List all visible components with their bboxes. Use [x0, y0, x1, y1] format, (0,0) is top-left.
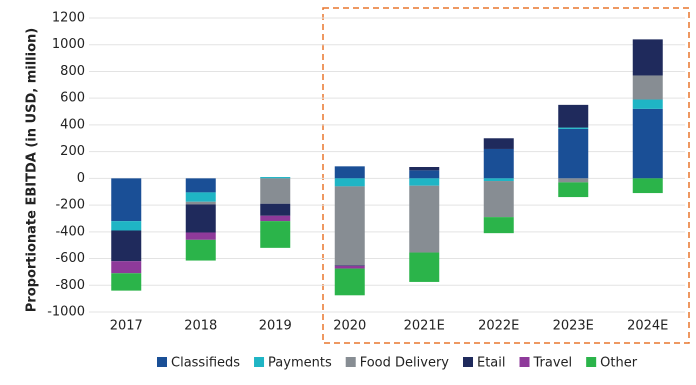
y-tick-label: 200	[60, 144, 85, 159]
legend-swatch	[519, 357, 530, 367]
bar-segment	[260, 221, 291, 248]
bar-segment	[260, 177, 291, 179]
bar-segment	[632, 108, 663, 179]
legend-swatch	[254, 357, 265, 367]
bar-segment	[185, 232, 216, 240]
bar-segment	[111, 273, 142, 291]
legend-label: Other	[600, 356, 638, 371]
legend-swatch	[586, 357, 597, 367]
x-tick-label: 2023E	[553, 319, 594, 334]
y-tick-label: 400	[60, 117, 85, 132]
bar-segment	[632, 75, 663, 100]
x-tick-label: 2020	[333, 319, 366, 334]
highlight-box	[322, 7, 690, 344]
bar-segment	[409, 170, 440, 179]
bar-segment	[111, 261, 142, 274]
y-tick-label: -600	[55, 251, 85, 266]
y-tick-label: 600	[60, 91, 85, 106]
legend-label: Payments	[268, 356, 332, 371]
legend-label: Food Delivery	[360, 356, 450, 371]
x-tick-label: 2021E	[404, 319, 445, 334]
x-tick-label: 2018	[184, 319, 217, 334]
legend-label: Classifieds	[171, 356, 240, 371]
y-tick-label: -1000	[47, 305, 85, 320]
bar-segment	[185, 239, 216, 261]
legend-swatch	[463, 357, 473, 367]
bar-segment	[185, 201, 216, 205]
bar-segment	[558, 127, 589, 129]
y-tick-label: -800	[55, 278, 85, 293]
bar-segment	[185, 178, 216, 193]
x-tick-label: 2017	[110, 319, 143, 334]
bar-segment	[632, 178, 663, 194]
y-tick-label: -400	[55, 224, 85, 239]
bar-segment	[334, 265, 365, 266]
bar-segment	[334, 178, 365, 187]
bar-segment	[483, 148, 514, 179]
bar-segment	[483, 178, 514, 182]
bar-segment	[111, 221, 142, 231]
y-tick-label: 1000	[52, 37, 85, 52]
y-axis-label: Proportionate EBITDA (in USD, million)	[25, 28, 40, 312]
x-tick-label: 2022E	[478, 319, 519, 334]
bar-segment	[260, 178, 291, 204]
bar-segment	[409, 167, 440, 171]
legend-swatch	[157, 357, 167, 367]
bar-segment	[260, 215, 291, 222]
bar-segment	[111, 230, 142, 262]
bar-segment	[483, 138, 514, 149]
bar-segment	[409, 252, 440, 282]
y-tick-label: 0	[77, 171, 85, 186]
bar-segment	[409, 178, 440, 186]
bar-segment	[483, 181, 514, 218]
bar-segment	[558, 178, 589, 183]
bar-segment	[260, 203, 291, 216]
bar-segment	[632, 99, 663, 109]
legend-swatch	[345, 357, 356, 367]
bar-segment	[409, 185, 440, 253]
bar-segment	[334, 268, 365, 296]
bar-segment	[558, 104, 589, 128]
y-tick-label: 800	[60, 64, 85, 79]
bar-segment	[334, 186, 365, 266]
bar-segment	[334, 265, 365, 269]
bar-segment	[632, 39, 663, 76]
x-tick-label: 2024E	[627, 319, 668, 334]
bar-segment	[558, 182, 589, 198]
legend-label: Travel	[533, 356, 573, 371]
y-tick-label: 1200	[52, 11, 85, 26]
x-tick-label: 2019	[259, 319, 292, 334]
bar-segment	[558, 128, 589, 179]
legend-label: Etail	[477, 356, 506, 371]
bar-segment	[185, 192, 216, 202]
y-tick-label: -200	[55, 198, 85, 213]
bar-segment	[111, 178, 142, 222]
bar-segment	[334, 166, 365, 179]
bar-segment	[185, 204, 216, 233]
bar-segment	[483, 217, 514, 234]
